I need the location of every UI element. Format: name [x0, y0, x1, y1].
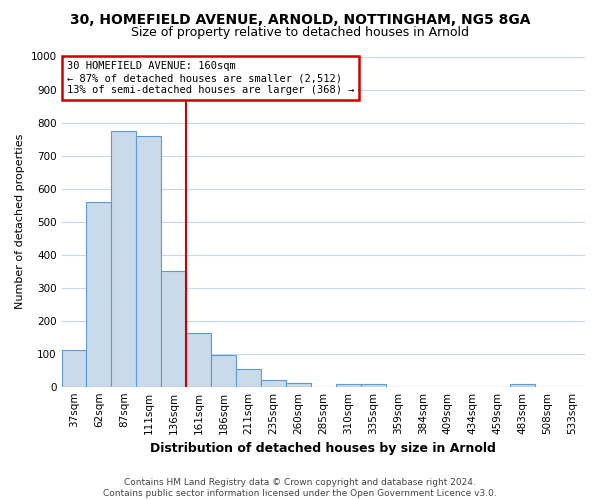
- Y-axis label: Number of detached properties: Number of detached properties: [15, 134, 25, 310]
- Bar: [510, 384, 535, 386]
- Bar: [211, 356, 236, 386]
- Text: 30 HOMEFIELD AVENUE: 160sqm
← 87% of detached houses are smaller (2,512)
13% of : 30 HOMEFIELD AVENUE: 160sqm ← 87% of det…: [67, 62, 354, 94]
- Bar: [236, 368, 261, 386]
- Text: Size of property relative to detached houses in Arnold: Size of property relative to detached ho…: [131, 26, 469, 39]
- Bar: [62, 350, 86, 386]
- Bar: [336, 384, 361, 386]
- Text: 30, HOMEFIELD AVENUE, ARNOLD, NOTTINGHAM, NG5 8GA: 30, HOMEFIELD AVENUE, ARNOLD, NOTTINGHAM…: [70, 12, 530, 26]
- Bar: [86, 202, 112, 386]
- Text: Contains HM Land Registry data © Crown copyright and database right 2024.
Contai: Contains HM Land Registry data © Crown c…: [103, 478, 497, 498]
- X-axis label: Distribution of detached houses by size in Arnold: Distribution of detached houses by size …: [151, 442, 496, 455]
- Bar: [136, 136, 161, 386]
- Bar: [261, 380, 286, 386]
- Bar: [361, 384, 386, 386]
- Bar: [286, 382, 311, 386]
- Bar: [161, 271, 186, 386]
- Bar: [186, 333, 211, 386]
- Bar: [112, 131, 136, 386]
